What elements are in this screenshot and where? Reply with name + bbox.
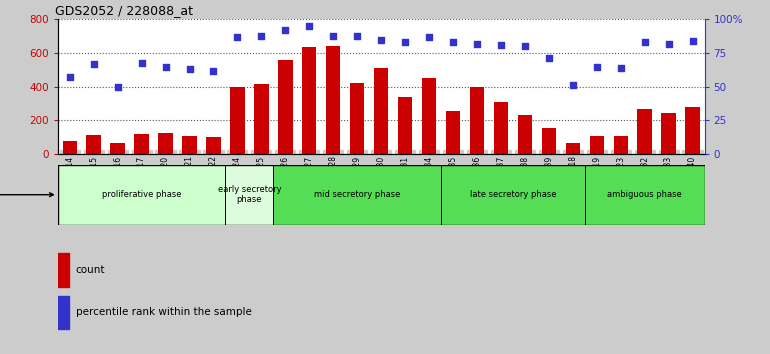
Bar xyxy=(374,68,388,154)
Text: mid secretory phase: mid secretory phase xyxy=(314,190,400,199)
Point xyxy=(447,40,459,45)
Point xyxy=(351,33,363,39)
Bar xyxy=(566,143,580,154)
Point xyxy=(686,38,698,44)
Bar xyxy=(517,115,532,154)
Text: percentile rank within the sample: percentile rank within the sample xyxy=(76,307,252,318)
Bar xyxy=(86,135,101,154)
Text: proliferative phase: proliferative phase xyxy=(102,190,182,199)
Text: other: other xyxy=(0,190,53,200)
Bar xyxy=(661,113,676,154)
Bar xyxy=(541,128,556,154)
Bar xyxy=(58,296,69,329)
Point xyxy=(88,61,100,67)
Point xyxy=(567,82,579,88)
Bar xyxy=(206,137,221,154)
Bar xyxy=(590,136,604,154)
Point xyxy=(303,23,316,29)
Point xyxy=(543,56,555,61)
Point xyxy=(327,33,340,39)
Bar xyxy=(326,46,340,154)
Point xyxy=(112,84,124,90)
Bar xyxy=(62,141,77,154)
Point xyxy=(159,64,172,69)
Bar xyxy=(182,136,196,154)
Text: count: count xyxy=(76,265,105,275)
Point xyxy=(591,64,603,69)
Point xyxy=(495,42,507,48)
Point xyxy=(423,34,435,40)
Bar xyxy=(584,165,705,225)
Point xyxy=(470,41,483,46)
Bar xyxy=(135,134,149,154)
Point xyxy=(183,67,196,72)
Text: late secretory phase: late secretory phase xyxy=(470,190,556,199)
Bar xyxy=(110,143,125,154)
Bar xyxy=(470,87,484,154)
Point xyxy=(662,41,675,46)
Point xyxy=(231,34,243,40)
Point xyxy=(614,65,627,71)
Point xyxy=(255,33,267,39)
Bar xyxy=(278,60,293,154)
Bar xyxy=(58,165,226,225)
Text: early secretory
phase: early secretory phase xyxy=(218,185,281,204)
Point xyxy=(519,44,531,49)
Bar xyxy=(350,84,364,154)
Bar xyxy=(494,102,508,154)
Bar xyxy=(685,107,700,154)
Bar xyxy=(422,78,437,154)
Point xyxy=(280,27,292,33)
Point xyxy=(136,60,148,65)
Bar xyxy=(441,165,584,225)
Text: GDS2052 / 228088_at: GDS2052 / 228088_at xyxy=(55,4,192,17)
Text: ambiguous phase: ambiguous phase xyxy=(608,190,682,199)
Point xyxy=(375,37,387,42)
Bar xyxy=(638,109,652,154)
Bar xyxy=(254,84,269,154)
Bar xyxy=(58,253,69,287)
Point xyxy=(207,68,219,73)
Point xyxy=(638,40,651,45)
Bar xyxy=(446,111,460,154)
Point xyxy=(399,40,411,45)
Bar xyxy=(614,136,628,154)
Bar xyxy=(159,133,172,154)
Bar xyxy=(226,165,273,225)
Bar xyxy=(230,87,245,154)
Bar xyxy=(273,165,441,225)
Point xyxy=(64,74,76,80)
Bar xyxy=(398,97,412,154)
Bar xyxy=(302,47,316,154)
